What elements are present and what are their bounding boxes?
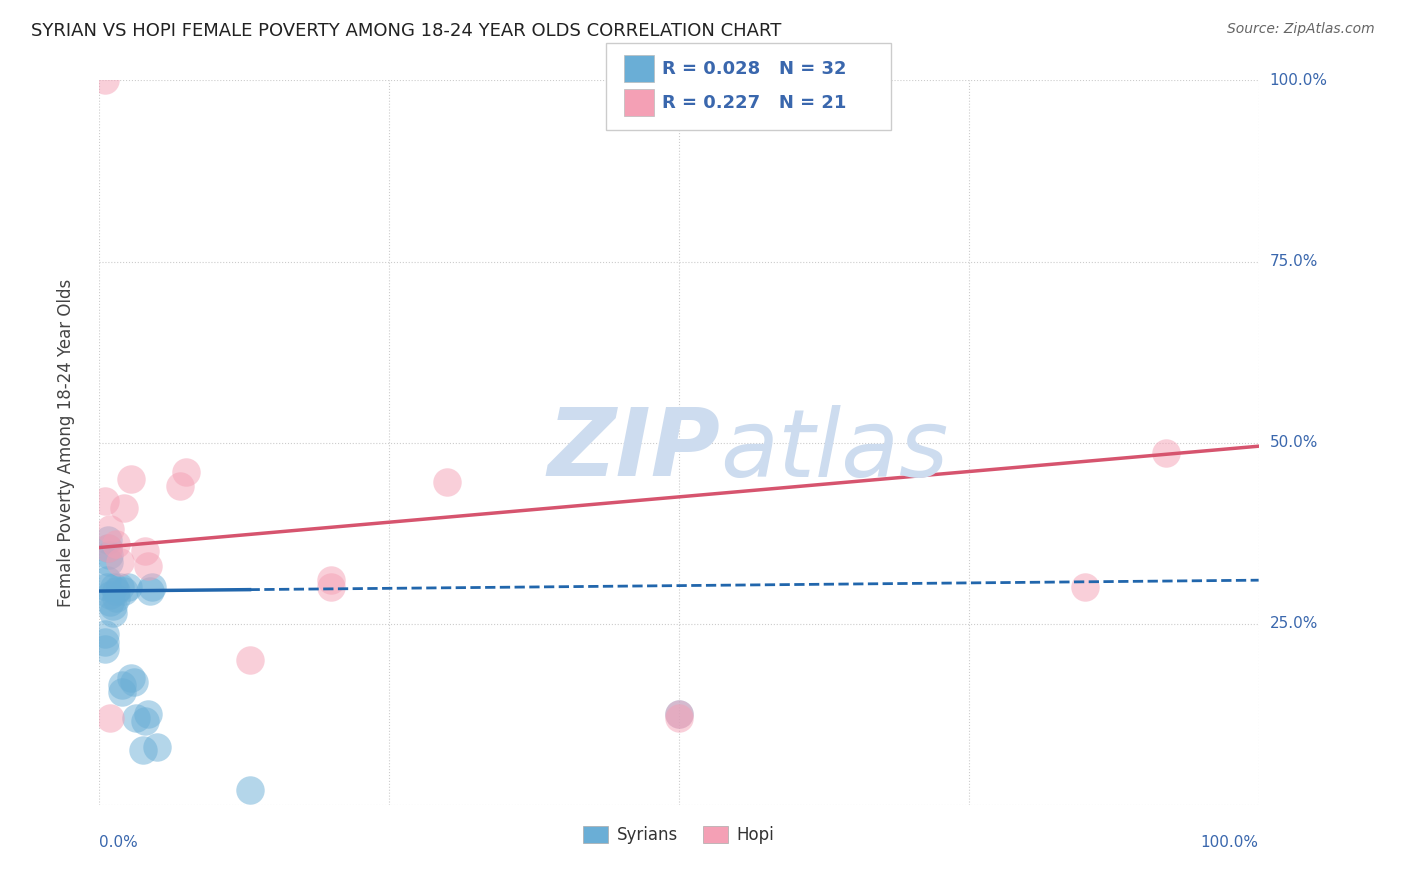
Point (103, 581, 125, 595)
Point (101, 606, 124, 620)
Point (319, 573, 342, 587)
Point (174, 465, 197, 479)
Text: 50.0%: 50.0% (1270, 435, 1317, 450)
Point (141, 581, 163, 595)
Point (1073, 581, 1095, 595)
Point (100, 588, 122, 602)
Point (668, 707, 690, 722)
Point (239, 783, 262, 797)
Point (93, 627, 115, 641)
Y-axis label: Female Poverty Among 18-24 Year Olds: Female Poverty Among 18-24 Year Olds (58, 278, 75, 607)
Point (105, 584, 128, 599)
Text: 75.0%: 75.0% (1270, 254, 1317, 269)
Point (98, 548, 121, 562)
Point (108, 581, 131, 595)
Point (105, 537, 128, 551)
Point (108, 555, 131, 569)
Point (100, 595, 122, 609)
Point (134, 544, 156, 558)
Text: SYRIAN VS HOPI FEMALE POVERTY AMONG 18-24 YEAR OLDS CORRELATION CHART: SYRIAN VS HOPI FEMALE POVERTY AMONG 18-2… (31, 22, 782, 40)
Point (668, 711, 690, 725)
Point (93, 493, 115, 508)
Point (120, 671, 142, 685)
Text: 100.0%: 100.0% (1270, 73, 1327, 88)
Point (96, 573, 118, 587)
Point (136, 558, 159, 573)
Point (97, 541, 120, 555)
Point (93, 73, 115, 87)
Point (117, 581, 139, 595)
Point (125, 711, 148, 725)
Text: ZIP: ZIP (548, 404, 720, 497)
Point (319, 581, 342, 595)
Legend: Syrians, Hopi: Syrians, Hopi (576, 819, 780, 851)
Point (97, 541, 120, 555)
Point (132, 743, 155, 757)
Point (239, 653, 262, 667)
Point (93, 634, 115, 648)
Point (169, 479, 191, 493)
Text: Source: ZipAtlas.com: Source: ZipAtlas.com (1227, 22, 1375, 37)
Point (111, 685, 134, 699)
Text: R = 0.227   N = 21: R = 0.227 N = 21 (662, 94, 846, 112)
Point (122, 674, 145, 689)
Text: 0.0%: 0.0% (98, 835, 138, 850)
Point (134, 714, 156, 729)
Text: 25.0%: 25.0% (1270, 616, 1317, 632)
Point (100, 711, 122, 725)
Point (120, 472, 142, 486)
Point (101, 599, 124, 613)
Point (139, 584, 162, 599)
Point (100, 523, 122, 537)
Point (1154, 446, 1177, 460)
Point (112, 500, 135, 515)
Point (146, 739, 169, 754)
Text: atlas: atlas (720, 405, 949, 496)
Point (96, 581, 118, 595)
Point (98, 555, 121, 569)
Point (111, 678, 134, 692)
Point (668, 707, 690, 722)
Text: 100.0%: 100.0% (1201, 835, 1258, 850)
Point (97, 533, 120, 548)
Text: R = 0.028   N = 32: R = 0.028 N = 32 (662, 60, 846, 78)
Point (112, 584, 135, 599)
Point (436, 475, 458, 490)
Point (136, 707, 159, 722)
Point (105, 591, 128, 606)
Point (93, 642, 115, 657)
